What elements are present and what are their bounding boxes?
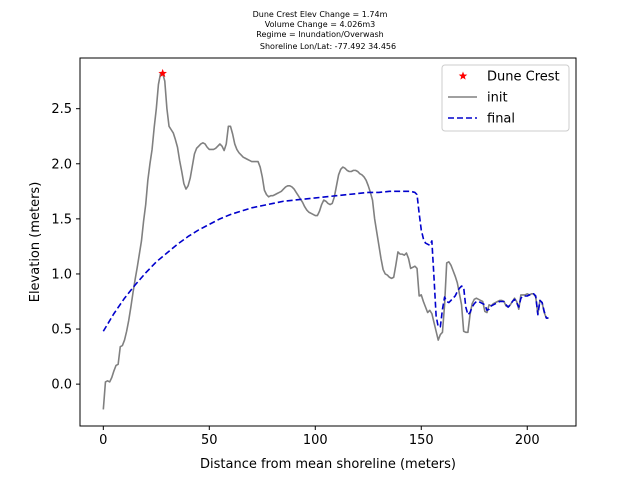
- x-tick-label: 50: [201, 433, 218, 448]
- chart-legend: Dune Crest init final: [441, 64, 570, 132]
- chart-title-line-2: Volume Change = 4.026m3: [265, 20, 376, 29]
- chart-title-line-1: Dune Crest Elev Change = 1.74m: [253, 10, 388, 19]
- legend-final-label: final: [487, 112, 515, 127]
- legend-entries: Dune Crest init final: [448, 70, 560, 127]
- y-tick-label: 1.0: [51, 267, 72, 282]
- y-axis-ticks: 0.0 0.5 1.0 1.5 2.0 2.5: [51, 102, 80, 393]
- y-axis-label: Elevation (meters): [28, 182, 43, 303]
- x-tick-label: 150: [409, 433, 434, 448]
- y-tick-label: 2.5: [51, 102, 72, 117]
- chart-title-line-3: Regime = Inundation/Overwash: [256, 30, 383, 39]
- dune-crest-marker: [158, 68, 167, 78]
- y-tick-label: 0.0: [51, 378, 72, 393]
- plot-area-frame: [79, 57, 577, 427]
- legend-init-label: init: [487, 91, 508, 106]
- init-series-line: [102, 72, 549, 410]
- chart-title-block: Dune Crest Elev Change = 1.74m Volume Ch…: [253, 10, 396, 51]
- x-axis-label: Distance from mean shoreline (meters): [200, 457, 456, 472]
- y-tick-label: 0.5: [51, 323, 72, 338]
- y-tick-label: 2.0: [51, 157, 72, 172]
- x-axis-ticks: 0 50 100 150 200: [99, 426, 540, 448]
- x-tick-label: 0: [99, 433, 107, 448]
- x-tick-label: 200: [515, 433, 540, 448]
- final-series-line: [102, 190, 549, 332]
- series-layer: [102, 68, 549, 410]
- chart-title-line-4: Shoreline Lon/Lat: -77.492 34.456: [260, 42, 396, 51]
- legend-dune-crest-label: Dune Crest: [487, 70, 560, 85]
- x-tick-label: 100: [303, 433, 328, 448]
- legend-dune-crest-marker: [458, 71, 468, 80]
- y-tick-label: 1.5: [51, 212, 72, 227]
- legend-frame: [441, 64, 570, 132]
